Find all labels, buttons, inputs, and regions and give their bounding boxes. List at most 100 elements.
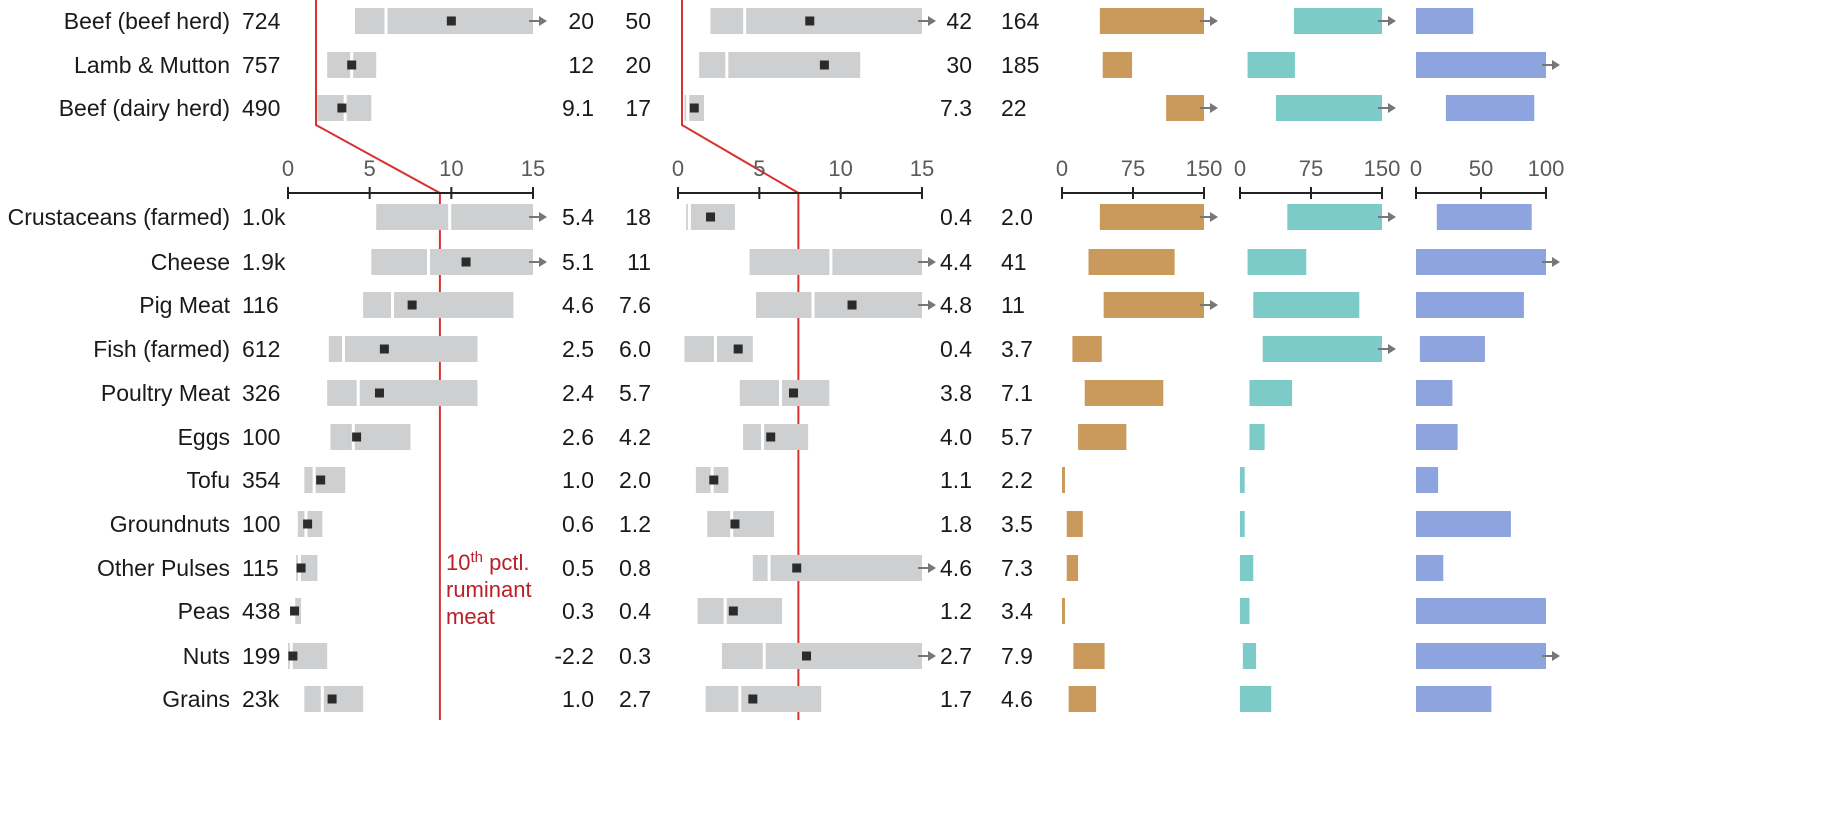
data-row [328, 336, 1485, 362]
metric-bar-panel-4 [1262, 336, 1382, 362]
row-count: 438 [242, 598, 280, 624]
range-bar [697, 598, 783, 624]
data-row [288, 643, 1560, 669]
reference-label-line-2: ruminant [446, 577, 532, 602]
range-bar [707, 511, 774, 537]
data-row [304, 686, 1492, 712]
value-4: 3.5 [1001, 511, 1033, 537]
overflow-arrow-icon [928, 300, 936, 310]
value-3: 7.3 [940, 95, 972, 121]
value-2: 20 [625, 52, 651, 78]
tick-label: 0 [1056, 156, 1068, 181]
value-4: 11 [1001, 292, 1025, 318]
median-marker [296, 563, 306, 573]
range-bar [328, 336, 478, 362]
value-4: 5.7 [1001, 424, 1033, 450]
value-3: 4.0 [940, 424, 972, 450]
value-3: 4.4 [940, 249, 972, 275]
data-row [330, 424, 1458, 450]
value-4: 164 [1001, 8, 1040, 34]
metric-bar-panel-4 [1240, 511, 1245, 537]
value-3: 0.4 [940, 336, 972, 362]
metric-bar-panel-3 [1088, 249, 1175, 275]
overflow-arrow-icon [539, 16, 547, 26]
metric-bar-panel-3 [1068, 686, 1097, 712]
overflow-arrow-icon [539, 212, 547, 222]
metric-bar-panel-3 [1066, 555, 1079, 581]
row-count: 326 [242, 380, 280, 406]
metric-bar-panel-4 [1249, 380, 1293, 406]
value-3: 4.6 [940, 555, 972, 581]
value-2: 5.7 [619, 380, 651, 406]
median-marker [316, 475, 326, 485]
overflow-arrow-icon [1552, 60, 1560, 70]
metric-bar-panel-4 [1247, 249, 1307, 275]
median-marker [374, 388, 384, 398]
value-2: 7.6 [619, 292, 651, 318]
axes-layer: 0 5 10 15 0 5 10 15 0 75 150 0 75 150 0 50 100 [282, 156, 1564, 199]
value-1: 0.5 [562, 555, 594, 581]
metric-bar-panel-5 [1416, 511, 1511, 537]
value-4: 4.6 [1001, 686, 1033, 712]
metric-bar-panel-5 [1416, 643, 1546, 669]
tick-label: 150 [1186, 156, 1223, 181]
tick-label: 0 [1234, 156, 1246, 181]
row-label: Beef (beef herd) [64, 8, 230, 34]
overflow-arrow-icon [928, 16, 936, 26]
tick-label: 0 [282, 156, 294, 181]
tick-label: 50 [1469, 156, 1493, 181]
value-1: 5.1 [562, 249, 594, 275]
overflow-arrow-icon [1388, 16, 1396, 26]
axis-panel-2: 0 5 10 15 [672, 156, 934, 199]
value-4: 185 [1001, 52, 1039, 78]
median-marker [290, 606, 300, 616]
bars-layer [288, 8, 1560, 712]
row-count: 199 [242, 643, 280, 669]
row-count: 354 [242, 467, 281, 493]
data-row [304, 467, 1439, 493]
value-2: 18 [625, 204, 651, 230]
metric-bar-panel-5 [1445, 95, 1535, 121]
row-label: Fish (farmed) [93, 336, 230, 362]
overflow-arrow-icon [928, 257, 936, 267]
row-label: Pig Meat [139, 292, 230, 318]
value-4: 2.0 [1001, 204, 1033, 230]
metric-bar-panel-5 [1416, 380, 1453, 406]
median-marker [788, 388, 798, 398]
value-2: 1.2 [619, 511, 651, 537]
value-1: 1.0 [562, 467, 594, 493]
data-row [327, 380, 1453, 406]
row-count: 612 [242, 336, 280, 362]
data-row [290, 598, 1546, 624]
tick-label: 75 [1121, 156, 1145, 181]
median-marker [327, 694, 337, 704]
value-2: 17 [625, 95, 651, 121]
metric-bar-panel-5 [1416, 52, 1546, 78]
row-label: Crustaceans (farmed) [8, 204, 230, 230]
value-3: 42 [946, 8, 972, 34]
reference-label-line-3: meat [446, 604, 495, 629]
data-row [376, 204, 1532, 230]
tick-label: 0 [672, 156, 684, 181]
row-label: Nuts [183, 643, 230, 669]
data-row [317, 95, 1535, 121]
metric-bar-panel-5 [1416, 555, 1444, 581]
metric-bar-panel-5 [1436, 204, 1532, 230]
row-count: 100 [242, 424, 280, 450]
metric-bar-panel-5 [1416, 467, 1439, 493]
range-bar [743, 424, 809, 450]
value-2: 2.7 [619, 686, 651, 712]
median-marker [461, 257, 471, 267]
range-bar [371, 249, 533, 275]
tick-label: 15 [521, 156, 545, 181]
range-bar [699, 52, 861, 78]
metric-bar-panel-3 [1066, 511, 1083, 537]
tick-label: 5 [364, 156, 376, 181]
value-2: 4.2 [619, 424, 651, 450]
reference-line-panel-2 [681, 0, 800, 720]
data-row [363, 292, 1524, 318]
value-2: 6.0 [619, 336, 651, 362]
range-bar [749, 249, 922, 275]
median-marker [446, 16, 456, 26]
